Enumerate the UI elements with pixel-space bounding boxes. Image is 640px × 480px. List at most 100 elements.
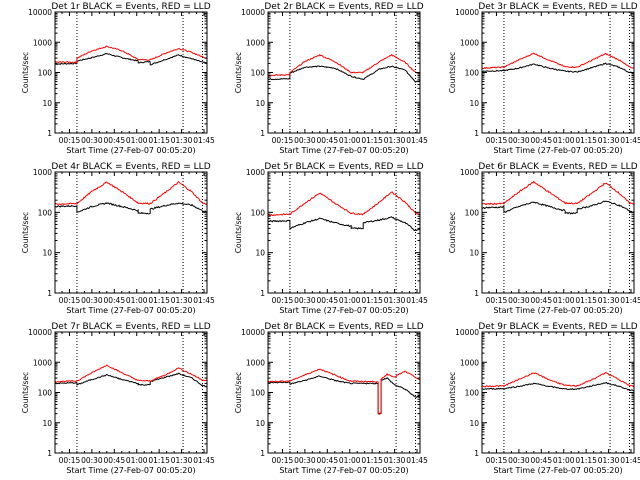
y-tick-label: 1: [260, 129, 265, 138]
y-axis-label: Counts/sec: [21, 212, 30, 253]
y-axis-label: Counts/sec: [448, 212, 457, 253]
plot-frame: [481, 331, 635, 454]
plot-frame: [54, 171, 208, 294]
series-events: [55, 202, 207, 215]
panel-title: Det 7r BLACK = Events, RED = LLD: [51, 322, 210, 332]
x-tick-label: 01:15: [148, 456, 170, 465]
y-tick-label: 1: [474, 129, 479, 138]
x-tick-label: 00:45: [103, 296, 125, 305]
y-tick-label: 1000: [460, 168, 479, 177]
plot-frame: [481, 171, 635, 294]
panel-title: Det 8r BLACK = Events, RED = LLD: [264, 322, 423, 332]
x-tick-label: 01:45: [620, 296, 640, 305]
x-tick-label: 00:30: [508, 456, 530, 465]
x-tick-label: 00:15: [486, 136, 508, 145]
plot-frame: [54, 11, 208, 134]
x-axis-label: Start Time (27-Feb-07 00:05:20): [66, 306, 195, 315]
y-tick-label: 10000: [455, 328, 479, 337]
panel-title: Det 6r BLACK = Events, RED = LLD: [478, 162, 637, 172]
x-axis-label: Start Time (27-Feb-07 00:05:20): [279, 306, 408, 315]
plot-frame: [54, 331, 208, 454]
x-tick-label: 01:45: [620, 136, 640, 145]
x-tick-label: 01:30: [598, 456, 620, 465]
x-tick-label: 01:30: [598, 296, 620, 305]
y-tick-label: 10000: [28, 328, 52, 337]
x-tick-label: 00:15: [59, 296, 81, 305]
x-tick-label: 01:00: [339, 456, 361, 465]
x-axis-label: Start Time (27-Feb-07 00:05:20): [66, 146, 195, 155]
x-tick-label: 01:00: [553, 456, 575, 465]
y-tick-label: 1: [47, 289, 52, 298]
x-tick-label: 01:45: [193, 456, 215, 465]
panel-det-9: Det 9r BLACK = Events, RED = LLD 1 10 100 10…: [448, 322, 640, 475]
y-tick-label: 1: [47, 449, 52, 458]
y-tick-label: 1000: [460, 38, 479, 47]
x-tick-label: 00:45: [530, 296, 552, 305]
y-tick-label: 100: [38, 389, 53, 398]
y-tick-label: 100: [465, 69, 480, 78]
x-tick-label: 01:15: [148, 296, 170, 305]
x-tick-label: 01:15: [575, 456, 597, 465]
y-tick-label: 100: [251, 389, 266, 398]
series-lld: [482, 52, 634, 69]
x-tick-label: 01:15: [361, 136, 383, 145]
panel-det-2: Det 2r BLACK = Events, RED = LLD 1 10 100 10…: [234, 2, 428, 155]
y-axis-label: Counts/sec: [448, 52, 457, 93]
y-tick-label: 10000: [455, 8, 479, 17]
series-lld: [268, 191, 420, 217]
x-tick-label: 01:30: [171, 296, 193, 305]
x-tick-label: 00:30: [508, 136, 530, 145]
series-events: [482, 381, 634, 392]
y-tick-label: 100: [251, 69, 266, 78]
y-tick-label: 10: [469, 249, 479, 258]
y-tick-label: 1000: [33, 358, 52, 367]
y-tick-label: 1000: [460, 358, 479, 367]
series-events: [268, 375, 420, 415]
x-tick-label: 01:15: [361, 456, 383, 465]
x-tick-label: 01:45: [620, 456, 640, 465]
y-axis-label: Counts/sec: [234, 52, 243, 93]
x-tick-label: 01:00: [339, 296, 361, 305]
y-tick-label: 10000: [241, 328, 265, 337]
x-tick-label: 01:00: [553, 296, 575, 305]
x-tick-label: 00:30: [508, 296, 530, 305]
panel-title: Det 4r BLACK = Events, RED = LLD: [51, 162, 210, 172]
panel-det-3: Det 3r BLACK = Events, RED = LLD 1 10 100 10…: [448, 2, 640, 155]
x-tick-label: 01:30: [384, 456, 406, 465]
y-tick-label: 100: [38, 69, 53, 78]
panel-det-4: Det 4r BLACK = Events, RED = LLD 1 10 100 10…: [21, 162, 215, 315]
y-tick-label: 1: [474, 289, 479, 298]
y-axis-label: Counts/sec: [234, 372, 243, 413]
y-tick-label: 100: [38, 208, 53, 217]
x-tick-label: 00:15: [59, 456, 81, 465]
x-tick-label: 01:00: [126, 136, 148, 145]
x-tick-label: 01:45: [406, 136, 428, 145]
y-tick-label: 100: [465, 389, 480, 398]
x-tick-label: 00:45: [103, 456, 125, 465]
series-lld: [268, 53, 420, 77]
panel-title: Det 5r BLACK = Events, RED = LLD: [264, 162, 423, 172]
x-tick-label: 00:30: [294, 456, 316, 465]
y-tick-label: 10: [255, 249, 265, 258]
x-tick-label: 01:30: [384, 296, 406, 305]
x-axis-label: Start Time (27-Feb-07 00:05:20): [493, 466, 622, 475]
x-tick-label: 00:15: [272, 296, 294, 305]
x-tick-label: 01:30: [598, 136, 620, 145]
x-axis-label: Start Time (27-Feb-07 00:05:20): [493, 146, 622, 155]
x-tick-label: 01:45: [193, 296, 215, 305]
panel-title: Det 2r BLACK = Events, RED = LLD: [264, 2, 423, 12]
x-tick-label: 00:30: [294, 296, 316, 305]
y-tick-label: 100: [465, 208, 480, 217]
x-tick-label: 00:45: [103, 136, 125, 145]
x-tick-label: 00:45: [316, 456, 338, 465]
y-tick-label: 1000: [246, 168, 265, 177]
x-tick-label: 00:30: [81, 296, 103, 305]
x-tick-label: 01:45: [406, 296, 428, 305]
y-tick-label: 1000: [246, 358, 265, 367]
series-events: [55, 52, 207, 66]
panel-det-7: Det 7r BLACK = Events, RED = LLD 1 10 100 10…: [21, 322, 215, 475]
y-axis-label: Counts/sec: [21, 372, 30, 413]
series-events: [482, 200, 634, 215]
y-tick-label: 10: [42, 99, 52, 108]
